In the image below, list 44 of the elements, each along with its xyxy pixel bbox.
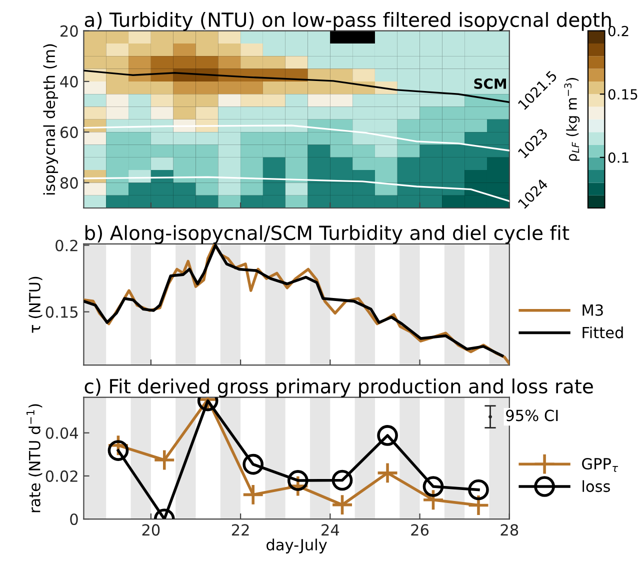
y-tick-label: 0.04 — [46, 427, 78, 439]
point — [422, 476, 444, 497]
chart-title: c) Fit derived gross primary production and loss rate — [84, 378, 593, 398]
y-tick-label: 20 — [60, 25, 78, 37]
legend-label: loss — [582, 480, 610, 492]
point — [377, 425, 398, 446]
annotation: 95% CI — [506, 410, 558, 422]
point — [468, 479, 489, 500]
x-tick-label: 26 — [411, 524, 429, 536]
legend-label: M3 — [582, 304, 603, 316]
color-bar-label: 0.15 — [608, 89, 638, 100]
y-tick-label: 0 — [70, 513, 78, 526]
y-axis-title: τ (NTU) — [28, 276, 42, 333]
x-tick-label: 22 — [232, 524, 249, 536]
point — [153, 448, 176, 472]
point — [376, 462, 399, 484]
y-tick-label: 0.02 — [46, 470, 78, 482]
legend-label: Fitted — [582, 326, 623, 338]
point — [332, 470, 353, 491]
point — [422, 488, 444, 511]
color-bar-label: 0.1 — [608, 152, 628, 163]
y-tick-label: 80 — [60, 177, 78, 189]
x-tick-label: 28 — [500, 524, 518, 536]
y-tick-label: 0.2 — [56, 240, 78, 252]
point — [467, 494, 490, 516]
y-tick-label: 60 — [60, 126, 78, 138]
x-axis-title: day-July — [266, 538, 327, 554]
x-tick-label: 24 — [322, 524, 340, 536]
y-axis-title: rate (NTU d$^{−1}$) — [26, 404, 42, 512]
annotation: SCM — [474, 78, 506, 89]
y2-axis-title: ρ$_{LF}$ (kg m$^{−3}$) — [564, 78, 580, 161]
point — [287, 470, 308, 491]
color-bar-label: 0.2 — [608, 26, 628, 36]
y-tick-label: 40 — [60, 76, 78, 88]
point — [242, 454, 264, 475]
legend-label: GPP$_{τ}$ — [582, 458, 618, 472]
chart-title: a) Turbidity (NTU) on low-pass filtered isopycnal depth — [84, 12, 611, 31]
x-tick-label: 20 — [142, 524, 160, 536]
y-axis-title: isopycnal depth (m) — [43, 44, 58, 194]
point — [331, 494, 354, 516]
point — [242, 484, 264, 506]
chart-title: b) Along-isopycnal/SCM Turbidity and diel cycle fit — [85, 225, 570, 244]
y-tick-label: 0.15 — [46, 306, 78, 318]
point — [108, 440, 129, 461]
